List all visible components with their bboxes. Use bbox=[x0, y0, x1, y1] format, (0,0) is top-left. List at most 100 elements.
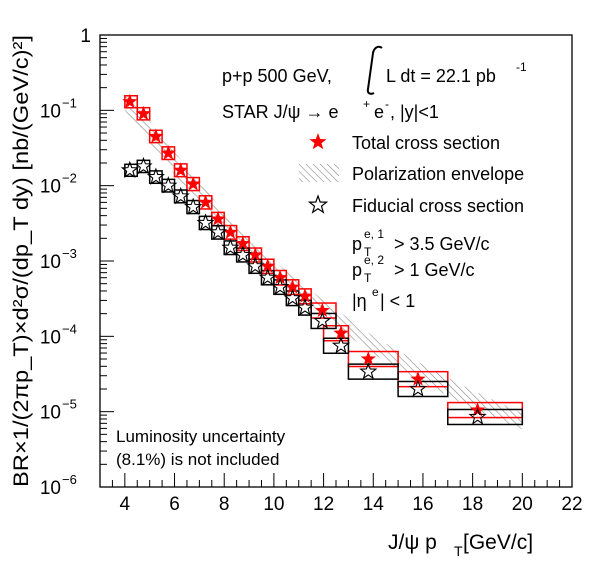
fiducial-point bbox=[196, 213, 215, 231]
fiducial-point bbox=[171, 186, 190, 205]
total-point bbox=[222, 224, 239, 239]
data-markers bbox=[120, 93, 487, 425]
y-tick-exponent: −1 bbox=[62, 95, 77, 110]
total-point bbox=[173, 162, 189, 177]
x-tick-label: 14 bbox=[363, 494, 385, 515]
fiducial-point bbox=[283, 288, 302, 307]
y-axis-ticks: 110−110−210−310−410−510−6 bbox=[40, 26, 114, 499]
legend-envelope-label: Polarization envelope bbox=[352, 164, 524, 184]
x-tick-label: 18 bbox=[462, 494, 483, 515]
total-point bbox=[122, 93, 138, 109]
x-axis-label-unit: [GeV/c] bbox=[463, 531, 533, 554]
fiducial-sys-box bbox=[447, 408, 524, 426]
y-tick-label: 1 bbox=[80, 26, 91, 47]
y-tick-exponent: −3 bbox=[62, 246, 77, 261]
total-point bbox=[333, 325, 349, 340]
fiducial-point bbox=[270, 277, 290, 295]
fiducial-point bbox=[246, 256, 265, 275]
luminosity-label: L dt = 22.1 pb bbox=[386, 66, 496, 86]
fiducial-point bbox=[184, 197, 203, 215]
x-axis-label-sub: T bbox=[454, 543, 463, 559]
fiducial-sys-box bbox=[136, 159, 151, 174]
total-point bbox=[360, 351, 376, 366]
total-point bbox=[297, 288, 313, 303]
legend-fiducial-label: Fiducial cross section bbox=[352, 196, 524, 216]
cut1-sub: T bbox=[364, 245, 372, 259]
cut2-sub: T bbox=[364, 271, 372, 285]
cut3-eta: |η bbox=[352, 291, 367, 311]
fiducial-point bbox=[408, 379, 428, 397]
fiducial-sys-box bbox=[161, 178, 176, 193]
fiducial-point bbox=[468, 407, 487, 425]
fiducial-sys-box bbox=[397, 380, 449, 398]
star-electron: e bbox=[374, 102, 384, 122]
total-point bbox=[148, 128, 164, 143]
total-sys-box bbox=[347, 350, 399, 368]
legend-envelope-swatch bbox=[299, 164, 339, 182]
star-electron-sup: - bbox=[385, 97, 389, 111]
fiducial-point bbox=[258, 268, 277, 286]
total-point bbox=[247, 247, 263, 262]
fiducial-point bbox=[208, 222, 228, 241]
x-tick-label: 6 bbox=[169, 494, 180, 515]
fiducial-point bbox=[146, 167, 166, 185]
total-sys-box bbox=[124, 94, 139, 109]
fiducial-point bbox=[120, 160, 139, 179]
cut1-value: > 3.5 GeV/c bbox=[394, 234, 490, 254]
total-point bbox=[272, 269, 288, 285]
x-tick-label: 10 bbox=[263, 494, 284, 515]
y-axis-label: BR×1/(2πp_T)×d²σ/(dp_T dy) [nb/(GeV/c)²] bbox=[10, 35, 33, 487]
fiducial-sys-box bbox=[322, 337, 350, 354]
total-point bbox=[235, 235, 251, 251]
cut3-rest: | < 1 bbox=[380, 291, 415, 311]
collision-label: p+p 500 GeV, bbox=[222, 66, 332, 86]
luminosity-note-1: Luminosity uncertainty bbox=[116, 427, 286, 446]
envelope-area bbox=[124, 89, 523, 430]
luminosity-exponent: -1 bbox=[516, 60, 527, 74]
fiducial-point bbox=[159, 176, 178, 194]
x-tick-label: 4 bbox=[120, 494, 131, 515]
star-positron-sup: + bbox=[363, 97, 370, 111]
total-point bbox=[314, 302, 330, 318]
cut2-p: p bbox=[352, 260, 362, 280]
x-axis-ticks: 4 6 8 10 12 14 16 18 20 22 bbox=[99, 473, 583, 515]
y-tick-exponent: −6 bbox=[62, 472, 77, 487]
total-point bbox=[210, 211, 226, 226]
total-point bbox=[197, 194, 214, 209]
y-tick-exponent: −2 bbox=[62, 171, 77, 186]
legend: Total cross section Polarization envelop… bbox=[299, 133, 524, 216]
integral-sign-icon bbox=[366, 45, 383, 95]
fiducial-sys-box bbox=[148, 170, 163, 185]
y-tick-label: 10 bbox=[40, 327, 61, 348]
x-tick-label: 22 bbox=[561, 494, 582, 515]
fiducial-point bbox=[221, 238, 240, 256]
total-point bbox=[410, 371, 426, 386]
total-point bbox=[160, 145, 176, 160]
total-point bbox=[260, 258, 276, 273]
x-axis-label: J/ψ p bbox=[388, 531, 437, 554]
cut2-sup: e, 2 bbox=[364, 253, 384, 267]
polarization-envelope-band bbox=[124, 89, 523, 430]
luminosity-note-2: (8.1%) is not included bbox=[116, 450, 279, 469]
fiducial-point bbox=[233, 245, 252, 263]
legend-total-label: Total cross section bbox=[352, 133, 500, 153]
cut1-sup: e, 1 bbox=[364, 227, 384, 241]
y-tick-label: 10 bbox=[40, 403, 61, 424]
star-label-rest: , |y|<1 bbox=[390, 102, 439, 122]
fiducial-point bbox=[331, 336, 351, 354]
y-tick-label: 10 bbox=[40, 177, 61, 198]
legend-total-star-icon bbox=[309, 133, 327, 150]
x-tick-label: 16 bbox=[412, 494, 433, 515]
y-tick-label: 10 bbox=[40, 101, 61, 122]
cut1-p: p bbox=[352, 234, 362, 254]
x-tick-label: 20 bbox=[512, 494, 533, 515]
fiducial-sys-box bbox=[347, 363, 399, 380]
y-tick-exponent: −5 bbox=[62, 397, 77, 412]
cut3-sup: e bbox=[372, 285, 379, 299]
total-point bbox=[284, 279, 301, 294]
fiducial-point bbox=[134, 156, 153, 175]
y-tick-label: 10 bbox=[40, 252, 61, 273]
fiducial-point bbox=[313, 311, 332, 329]
star-label: STAR J/ψ → e bbox=[222, 102, 339, 122]
